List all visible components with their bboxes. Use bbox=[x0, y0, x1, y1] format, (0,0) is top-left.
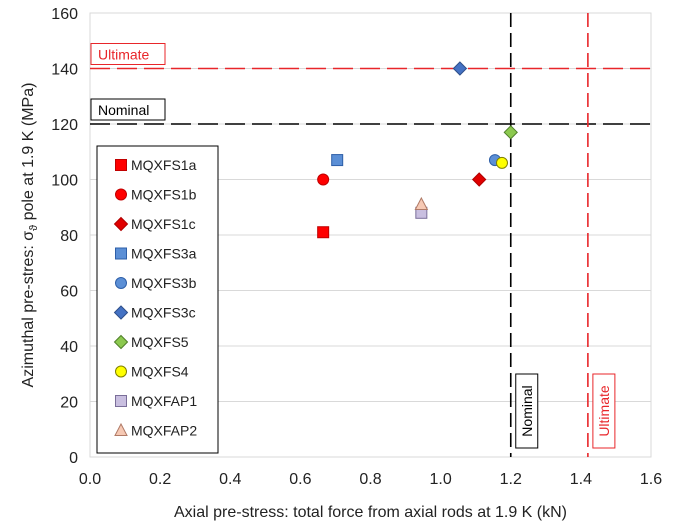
x-axis-label: Axial pre-stress: total force from axial… bbox=[174, 504, 567, 521]
legend-label-mqxfs3c: MQXFS3c bbox=[131, 305, 196, 321]
legend-marker-mqxfs3a bbox=[115, 247, 127, 260]
legend-marker-mqxfs4 bbox=[115, 365, 127, 378]
legend-marker-mqxfs1a bbox=[115, 159, 127, 171]
y-tick-label-2: 40 bbox=[60, 339, 78, 356]
ultimate-vertical-label: Ultimate bbox=[592, 373, 616, 449]
legend-item-mqxfs3a: MQXFS3a bbox=[115, 246, 197, 262]
nominal-vertical-label-text: Nominal bbox=[519, 385, 535, 436]
point-mqxfap2 bbox=[414, 196, 429, 210]
ultimate-horizontal-label: Ultimate bbox=[90, 43, 166, 65]
legend-marker-mqxfap1 bbox=[115, 395, 127, 407]
reference-labels: Ultimate Nominal Nominal Ultimate bbox=[90, 43, 616, 449]
reference-lines bbox=[90, 13, 651, 457]
ultimate-vertical-label-text: Ultimate bbox=[596, 385, 612, 437]
legend-item-mqxfs5: MQXFS5 bbox=[113, 334, 189, 350]
legend-item-mqxfap1: MQXFAP1 bbox=[115, 393, 197, 409]
y-axis-label-part-2: pole at 1.9 K (MPa) bbox=[20, 83, 37, 225]
y-tick-label-5: 100 bbox=[51, 173, 78, 190]
ultimate-horizontal-label-text: Ultimate bbox=[98, 47, 150, 63]
legend-item-mqxfs3b: MQXFS3b bbox=[115, 275, 197, 291]
legend-item-mqxfap2: MQXFAP2 bbox=[114, 422, 197, 439]
y-tick-label-8: 160 bbox=[51, 6, 78, 23]
x-tick-label-3: 0.6 bbox=[289, 471, 311, 488]
y-axis-label: Azimuthal pre-stres: σϑ pole at 1.9 K (M… bbox=[20, 83, 40, 388]
legend-label-mqxfap1: MQXFAP1 bbox=[131, 393, 197, 409]
legend-item-mqxfs4: MQXFS4 bbox=[115, 364, 189, 380]
legend-item-mqxfs1b: MQXFS1b bbox=[115, 187, 197, 203]
y-axis-label-part-1: Azimuthal pre-stres: σ bbox=[20, 231, 37, 388]
legend-label-mqxfap2: MQXFAP2 bbox=[131, 423, 197, 439]
legend-marker-mqxfs3c bbox=[113, 305, 129, 320]
legend-label-mqxfs1b: MQXFS1b bbox=[131, 187, 197, 203]
legend-label-mqxfs5: MQXFS5 bbox=[131, 334, 189, 350]
y-tick-label-7: 140 bbox=[51, 62, 78, 79]
legend-label-mqxfs4: MQXFS4 bbox=[131, 364, 189, 380]
nominal-vertical-label: Nominal bbox=[515, 373, 539, 449]
nominal-horizontal-label-text: Nominal bbox=[98, 102, 149, 118]
point-mqxfs3a bbox=[331, 154, 344, 167]
x-tick-label-5: 1.0 bbox=[430, 471, 452, 488]
y-tick-label-4: 80 bbox=[60, 228, 78, 245]
legend-marker-mqxfs1c bbox=[113, 216, 129, 232]
legend-label-mqxfs1c: MQXFS1c bbox=[131, 216, 196, 232]
legend-marker-mqxfs1b bbox=[115, 188, 127, 201]
point-mqxfs1b bbox=[317, 173, 330, 186]
legend-marker-mqxfs5 bbox=[113, 334, 129, 350]
x-tick-label-4: 0.8 bbox=[359, 471, 381, 488]
tick-labels: 0 20 40 60 80 100 120 140 160 0.0 0.2 0.4 0.6 0.8 1.0 1… bbox=[51, 6, 662, 488]
legend-marker-mqxfs3b bbox=[115, 277, 127, 289]
point-mqxfs4 bbox=[495, 156, 508, 169]
y-tick-label-3: 60 bbox=[60, 284, 78, 301]
x-tick-label-8: 1.6 bbox=[640, 471, 662, 488]
legend: MQXFS1a MQXFS1b MQXFS1c MQXFS3a MQXFS3b MQXFS… bbox=[96, 145, 219, 454]
y-tick-label-6: 120 bbox=[51, 117, 78, 134]
point-mqxfs5 bbox=[503, 125, 518, 140]
point-mqxfs3c bbox=[452, 61, 468, 76]
legend-item-mqxfs3c: MQXFS3c bbox=[113, 305, 196, 321]
nominal-horizontal-label: Nominal bbox=[90, 98, 166, 121]
x-tick-label-7: 1.4 bbox=[570, 471, 592, 488]
legend-label-mqxfs3b: MQXFS3b bbox=[131, 275, 197, 291]
legend-marker-mqxfap2 bbox=[114, 422, 128, 436]
legend-item-mqxfs1a: MQXFS1a bbox=[115, 157, 197, 173]
legend-item-mqxfs1c: MQXFS1c bbox=[113, 216, 196, 232]
x-tick-label-2: 0.4 bbox=[219, 471, 241, 488]
y-axis-label-subscript: ϑ bbox=[28, 225, 40, 231]
x-tick-label-1: 0.2 bbox=[149, 471, 171, 488]
point-mqxfs1c bbox=[471, 172, 487, 187]
x-tick-label-0: 0.0 bbox=[79, 471, 101, 488]
y-tick-label-1: 20 bbox=[60, 395, 78, 412]
legend-label-mqxfs1a: MQXFS1a bbox=[131, 157, 197, 173]
x-tick-label-6: 1.2 bbox=[500, 471, 522, 488]
point-mqxfs1a bbox=[317, 226, 330, 239]
y-tick-label-0: 0 bbox=[69, 450, 78, 467]
data-points bbox=[317, 61, 518, 239]
legend-label-mqxfs3a: MQXFS3a bbox=[131, 246, 197, 262]
